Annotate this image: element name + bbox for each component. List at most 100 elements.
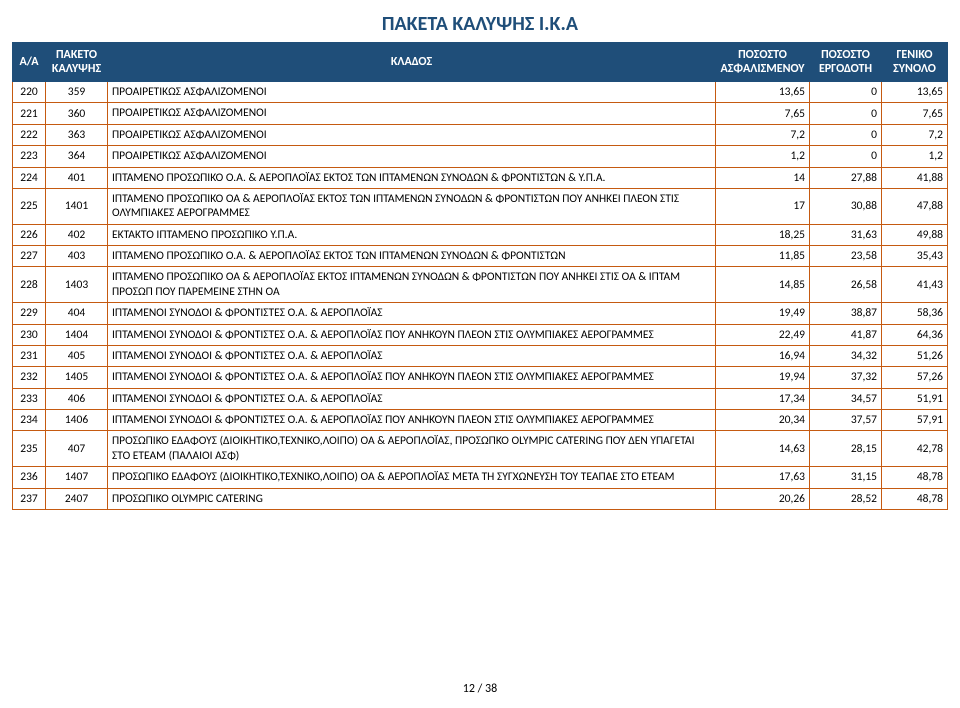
cell-paketo: 1404 xyxy=(46,324,108,345)
cell-pososto-erg: 0 xyxy=(810,82,882,103)
header-paketo: ΠΑΚΕΤΟ ΚΑΛΥΨΗΣ xyxy=(46,43,108,82)
cell-aa: 231 xyxy=(13,345,46,366)
cell-aa: 224 xyxy=(13,167,46,188)
cell-aa: 227 xyxy=(13,246,46,267)
table-row: 2372407ΠΡΟΣΩΠΙΚΟ OLYMPIC CATERING20,2628… xyxy=(13,488,948,509)
table-row: 226402ΕΚΤΑΚΤΟ ΙΠΤΑΜΕΝΟ ΠΡΟΣΩΠΙΚΟ Υ.Π.Α.1… xyxy=(13,224,948,245)
cell-paketo: 2407 xyxy=(46,488,108,509)
cell-geniko-synolo: 35,43 xyxy=(882,246,948,267)
header-aa: Α/Α xyxy=(13,43,46,82)
cell-pososto-erg: 0 xyxy=(810,146,882,167)
cell-pososto-asf: 14 xyxy=(716,167,810,188)
table-row: 224401ΙΠΤΑΜΕΝΟ ΠΡΟΣΩΠΙΚΟ Ο.Α. & ΑΕΡΟΠΛΟΪ… xyxy=(13,167,948,188)
cell-geniko-synolo: 57,91 xyxy=(882,410,948,431)
cell-klados: ΙΠΤΑΜΕΝΟΙ ΣΥΝΟΔΟΙ & ΦΡΟΝΤΙΣΤΕΣ Ο.Α. & ΑΕ… xyxy=(108,324,716,345)
cell-pososto-erg: 37,32 xyxy=(810,367,882,388)
table-row: 227403ΙΠΤΑΜΕΝΟ ΠΡΟΣΩΠΙΚΟ Ο.Α. & ΑΕΡΟΠΛΟΪ… xyxy=(13,246,948,267)
cell-paketo: 363 xyxy=(46,124,108,145)
cell-pososto-erg: 37,57 xyxy=(810,410,882,431)
cell-geniko-synolo: 41,43 xyxy=(882,267,948,303)
table-row: 223364ΠΡΟΑΙΡΕΤΙΚΩΣ ΑΣΦΑΛΙΖΟΜΕΝΟΙ1,201,2 xyxy=(13,146,948,167)
cell-klados: ΙΠΤΑΜΕΝΟΙ ΣΥΝΟΔΟΙ & ΦΡΟΝΤΙΣΤΕΣ Ο.Α. & ΑΕ… xyxy=(108,303,716,324)
cell-pososto-asf: 7,2 xyxy=(716,124,810,145)
cell-pososto-erg: 27,88 xyxy=(810,167,882,188)
cell-klados: ΙΠΤΑΜΕΝΟ ΠΡΟΣΩΠΙΚΟ Ο.Α. & ΑΕΡΟΠΛΟΪΑΣ ΕΚΤ… xyxy=(108,167,716,188)
cell-paketo: 364 xyxy=(46,146,108,167)
cell-paketo: 402 xyxy=(46,224,108,245)
cell-geniko-synolo: 42,78 xyxy=(882,431,948,467)
cell-paketo: 1403 xyxy=(46,267,108,303)
cell-geniko-synolo: 13,65 xyxy=(882,82,948,103)
cell-pososto-erg: 38,87 xyxy=(810,303,882,324)
cell-pososto-erg: 23,58 xyxy=(810,246,882,267)
cell-geniko-synolo: 7,65 xyxy=(882,103,948,124)
cell-geniko-synolo: 7,2 xyxy=(882,124,948,145)
cell-pososto-asf: 1,2 xyxy=(716,146,810,167)
cell-aa: 235 xyxy=(13,431,46,467)
cell-aa: 236 xyxy=(13,467,46,488)
cell-paketo: 401 xyxy=(46,167,108,188)
cell-klados: ΠΡΟΑΙΡΕΤΙΚΩΣ ΑΣΦΑΛΙΖΟΜΕΝΟΙ xyxy=(108,124,716,145)
cell-pososto-asf: 19,94 xyxy=(716,367,810,388)
cell-pososto-erg: 0 xyxy=(810,124,882,145)
cell-pososto-asf: 14,85 xyxy=(716,267,810,303)
cell-pososto-asf: 19,49 xyxy=(716,303,810,324)
coverage-table: Α/Α ΠΑΚΕΤΟ ΚΑΛΥΨΗΣ ΚΛΑΔΟΣ ΠΟΣΟΣΤΟ ΑΣΦΑΛΙ… xyxy=(12,42,948,510)
table-row: 2301404ΙΠΤΑΜΕΝΟΙ ΣΥΝΟΔΟΙ & ΦΡΟΝΤΙΣΤΕΣ Ο.… xyxy=(13,324,948,345)
header-pososto-asf: ΠΟΣΟΣΤΟ ΑΣΦΑΛΙΣΜΕΝΟΥ xyxy=(716,43,810,82)
cell-geniko-synolo: 58,36 xyxy=(882,303,948,324)
cell-paketo: 1405 xyxy=(46,367,108,388)
cell-klados: ΠΡΟΑΙΡΕΤΙΚΩΣ ΑΣΦΑΛΙΖΟΜΕΝΟΙ xyxy=(108,146,716,167)
cell-paketo: 405 xyxy=(46,345,108,366)
cell-aa: 223 xyxy=(13,146,46,167)
cell-geniko-synolo: 48,78 xyxy=(882,488,948,509)
table-row: 2281403ΙΠΤΑΜΕΝΟ ΠΡΟΣΩΠΙΚΟ ΟΑ & ΑΕΡΟΠΛΟΪΑ… xyxy=(13,267,948,303)
cell-pososto-erg: 28,52 xyxy=(810,488,882,509)
cell-paketo: 407 xyxy=(46,431,108,467)
cell-paketo: 359 xyxy=(46,82,108,103)
cell-pososto-erg: 0 xyxy=(810,103,882,124)
cell-klados: ΠΡΟΑΙΡΕΤΙΚΩΣ ΑΣΦΑΛΙΖΟΜΕΝΟΙ xyxy=(108,82,716,103)
table-row: 231405ΙΠΤΑΜΕΝΟΙ ΣΥΝΟΔΟΙ & ΦΡΟΝΤΙΣΤΕΣ Ο.Α… xyxy=(13,345,948,366)
header-pososto-erg: ΠΟΣΟΣΤΟ ΕΡΓΟΔΟΤΗ xyxy=(810,43,882,82)
cell-pososto-asf: 7,65 xyxy=(716,103,810,124)
table-header-row: Α/Α ΠΑΚΕΤΟ ΚΑΛΥΨΗΣ ΚΛΑΔΟΣ ΠΟΣΟΣΤΟ ΑΣΦΑΛΙ… xyxy=(13,43,948,82)
table-row: 2321405ΙΠΤΑΜΕΝΟΙ ΣΥΝΟΔΟΙ & ΦΡΟΝΤΙΣΤΕΣ Ο.… xyxy=(13,367,948,388)
cell-klados: ΕΚΤΑΚΤΟ ΙΠΤΑΜΕΝΟ ΠΡΟΣΩΠΙΚΟ Υ.Π.Α. xyxy=(108,224,716,245)
cell-pososto-asf: 18,25 xyxy=(716,224,810,245)
cell-paketo: 1406 xyxy=(46,410,108,431)
cell-pososto-asf: 17,34 xyxy=(716,388,810,409)
cell-klados: ΠΡΟΣΩΠΙΚΟ OLYMPIC CATERING xyxy=(108,488,716,509)
cell-aa: 230 xyxy=(13,324,46,345)
cell-pososto-asf: 13,65 xyxy=(716,82,810,103)
cell-geniko-synolo: 47,88 xyxy=(882,188,948,224)
cell-pososto-erg: 28,15 xyxy=(810,431,882,467)
cell-aa: 225 xyxy=(13,188,46,224)
cell-klados: ΠΡΟΣΩΠΙΚΟ ΕΔΑΦΟΥΣ (ΔΙΟΙΚΗΤΙΚΟ,ΤΕΧΝΙΚΟ,ΛΟ… xyxy=(108,467,716,488)
cell-geniko-synolo: 57,26 xyxy=(882,367,948,388)
cell-aa: 232 xyxy=(13,367,46,388)
cell-pososto-asf: 22,49 xyxy=(716,324,810,345)
cell-aa: 226 xyxy=(13,224,46,245)
table-row: 235407ΠΡΟΣΩΠΙΚΟ ΕΔΑΦΟΥΣ (ΔΙΟΙΚΗΤΙΚΟ,ΤΕΧΝ… xyxy=(13,431,948,467)
header-geniko-synolo: ΓΕΝΙΚΟ ΣΥΝΟΛΟ xyxy=(882,43,948,82)
cell-aa: 229 xyxy=(13,303,46,324)
table-row: 2251401ΙΠΤΑΜΕΝΟ ΠΡΟΣΩΠΙΚΟ ΟΑ & ΑΕΡΟΠΛΟΪΑ… xyxy=(13,188,948,224)
cell-klados: ΙΠΤΑΜΕΝΟΙ ΣΥΝΟΔΟΙ & ΦΡΟΝΤΙΣΤΕΣ Ο.Α. & ΑΕ… xyxy=(108,410,716,431)
table-body: 220359ΠΡΟΑΙΡΕΤΙΚΩΣ ΑΣΦΑΛΙΖΟΜΕΝΟΙ13,65013… xyxy=(13,82,948,510)
table-row: 222363ΠΡΟΑΙΡΕΤΙΚΩΣ ΑΣΦΑΛΙΖΟΜΕΝΟΙ7,207,2 xyxy=(13,124,948,145)
cell-geniko-synolo: 48,78 xyxy=(882,467,948,488)
table-row: 220359ΠΡΟΑΙΡΕΤΙΚΩΣ ΑΣΦΑΛΙΖΟΜΕΝΟΙ13,65013… xyxy=(13,82,948,103)
cell-paketo: 1401 xyxy=(46,188,108,224)
cell-paketo: 360 xyxy=(46,103,108,124)
cell-klados: ΠΡΟΣΩΠΙΚΟ ΕΔΑΦΟΥΣ (ΔΙΟΙΚΗΤΙΚΟ,ΤΕΧΝΙΚΟ,ΛΟ… xyxy=(108,431,716,467)
cell-pososto-asf: 11,85 xyxy=(716,246,810,267)
cell-pososto-erg: 31,63 xyxy=(810,224,882,245)
cell-geniko-synolo: 49,88 xyxy=(882,224,948,245)
cell-aa: 221 xyxy=(13,103,46,124)
cell-pososto-asf: 20,34 xyxy=(716,410,810,431)
cell-geniko-synolo: 1,2 xyxy=(882,146,948,167)
cell-klados: ΙΠΤΑΜΕΝΟ ΠΡΟΣΩΠΙΚΟ ΟΑ & ΑΕΡΟΠΛΟΪΑΣ ΕΚΤΟΣ… xyxy=(108,267,716,303)
cell-geniko-synolo: 64,36 xyxy=(882,324,948,345)
cell-klados: ΙΠΤΑΜΕΝΟΙ ΣΥΝΟΔΟΙ & ΦΡΟΝΤΙΣΤΕΣ Ο.Α. & ΑΕ… xyxy=(108,345,716,366)
